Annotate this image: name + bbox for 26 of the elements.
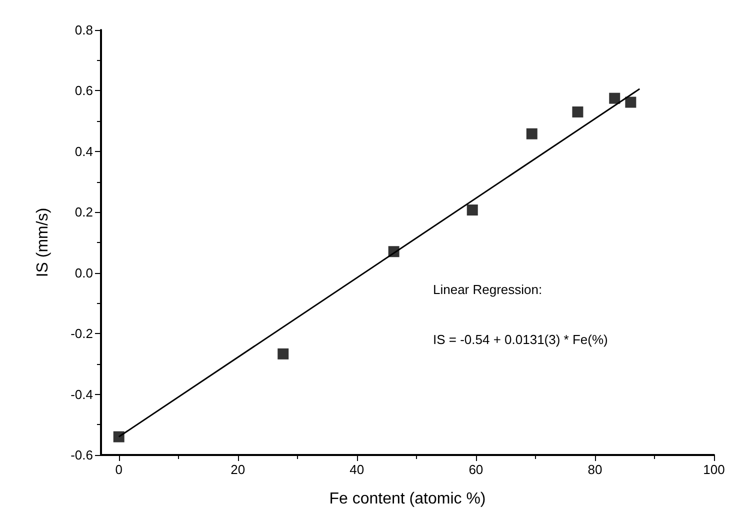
y-tick-label: -0.2 [70,326,93,342]
point [113,431,124,442]
point [466,204,478,216]
x-tick-label: 100 [703,462,725,477]
x-tick-label: 0 [115,462,122,477]
point [388,246,400,258]
x-tick-label: 20 [230,462,246,477]
point [278,348,289,360]
point [572,106,584,118]
y-tick-label: 0.0 [74,265,93,280]
x-tick-label: 80 [588,462,602,477]
point [526,128,538,140]
annotation: IS = -0.54 + 0.0131(3) * Fe(%) [433,332,608,347]
x-tick-label: 40 [350,462,364,477]
y-tick-label: 0.6 [74,83,93,98]
y-axis-title: IS (mm/s) [34,208,52,278]
y-tick-label: 0.2 [74,204,93,220]
y-tick-label: 0.4 [74,144,93,159]
y-tick-label: -0.6 [70,448,93,462]
x-tick-label: 60 [468,462,484,477]
point [625,96,636,108]
annotation: Linear Regression: [433,282,542,297]
point [609,92,620,104]
y-tick-label: 0.8 [74,22,93,38]
x-axis-title: Fe content (atomic %) [329,490,486,508]
y-tick-label: -0.4 [70,386,93,402]
